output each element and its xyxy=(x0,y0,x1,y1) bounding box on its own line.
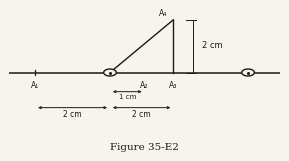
Text: 2 cm: 2 cm xyxy=(132,110,151,119)
Text: A₂: A₂ xyxy=(140,81,149,90)
Text: A₃: A₃ xyxy=(169,81,177,90)
Circle shape xyxy=(242,69,254,76)
Text: 2 cm: 2 cm xyxy=(202,41,223,50)
Text: A₄: A₄ xyxy=(159,9,168,18)
Text: 1 cm: 1 cm xyxy=(118,94,136,100)
Circle shape xyxy=(104,69,116,76)
Text: A₁: A₁ xyxy=(31,81,39,90)
Text: 2 cm: 2 cm xyxy=(63,110,82,119)
Text: Figure 35-E2: Figure 35-E2 xyxy=(110,143,179,152)
